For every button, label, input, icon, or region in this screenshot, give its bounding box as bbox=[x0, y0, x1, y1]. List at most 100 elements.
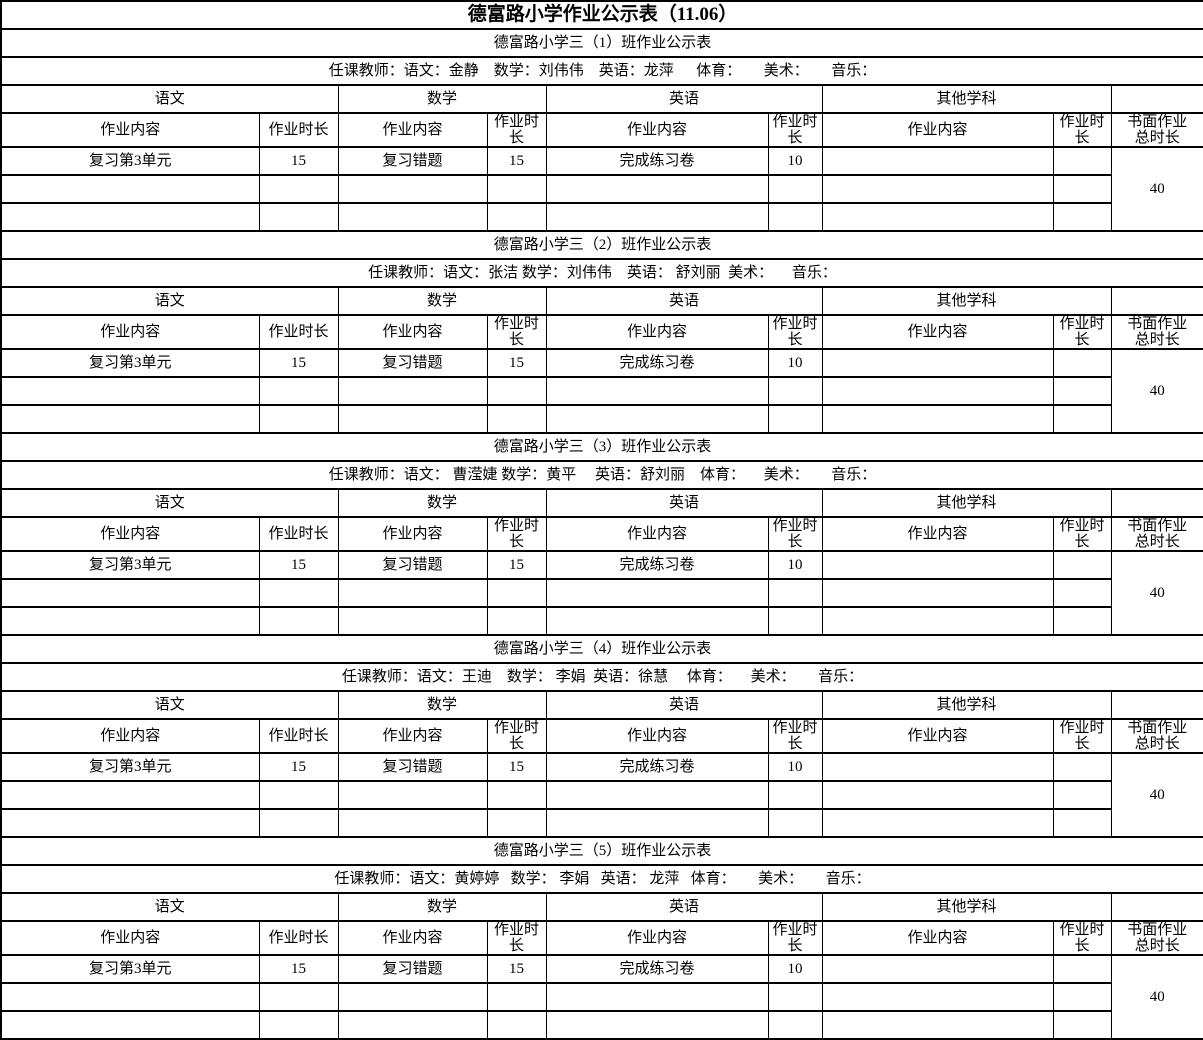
math-content-cell: 复习错题 bbox=[337, 348, 488, 378]
class-section: 德富路小学三（1）班作业公示表 任课教师：语文：金静 数学：刘伟伟 英语：龙萍 … bbox=[0, 28, 1203, 232]
section-title-row: 德富路小学三（2）班作业公示表 bbox=[0, 230, 1203, 260]
subject-header-math: 数学 bbox=[337, 84, 547, 114]
english-duration-cell: 10 bbox=[767, 146, 823, 176]
other-duration-cell bbox=[1052, 954, 1112, 984]
subject-header-chinese: 语文 bbox=[0, 488, 339, 518]
math-duration-cell bbox=[486, 202, 547, 232]
subject-header-english: 英语 bbox=[545, 892, 823, 922]
english-duration-cell bbox=[767, 578, 823, 608]
section-title: 德富路小学三（3）班作业公示表 bbox=[0, 432, 1203, 462]
subject-header-row: 语文 数学 英语 其他学科 bbox=[0, 690, 1203, 720]
english-duration-cell bbox=[767, 808, 823, 838]
other-content-cell bbox=[821, 954, 1054, 984]
column-header-row: 作业内容 作业时长 作业内容 作业时长 作业内容 作业时长 作业内容 作业时长 … bbox=[0, 516, 1203, 552]
math-content-cell bbox=[337, 578, 488, 608]
other-content-cell bbox=[821, 808, 1054, 838]
chinese-duration-cell: 15 bbox=[258, 348, 339, 378]
chinese-duration-cell bbox=[258, 202, 339, 232]
english-content-cell bbox=[545, 780, 769, 810]
subject-header-math: 数学 bbox=[337, 690, 547, 720]
col-header-chinese-duration: 作业时长 bbox=[258, 516, 339, 552]
math-duration-cell bbox=[486, 808, 547, 838]
chinese-content-cell bbox=[0, 174, 260, 204]
other-duration-cell bbox=[1052, 174, 1112, 204]
subject-header-english: 英语 bbox=[545, 690, 823, 720]
math-content-cell bbox=[337, 606, 488, 636]
subject-header-chinese: 语文 bbox=[0, 286, 339, 316]
total-duration-cell: 40 bbox=[1110, 550, 1203, 636]
other-duration-cell bbox=[1052, 606, 1112, 636]
math-duration-cell: 15 bbox=[486, 752, 547, 782]
english-content-cell bbox=[545, 376, 769, 406]
section-teachers-row: 任课教师：语文：王迪 数学： 李娟 英语：徐慧 体育： 美术： 音乐： bbox=[0, 662, 1203, 692]
other-content-cell bbox=[821, 752, 1054, 782]
col-header-chinese-duration: 作业时长 bbox=[258, 314, 339, 350]
other-content-cell bbox=[821, 348, 1054, 378]
chinese-duration-cell bbox=[258, 376, 339, 406]
other-content-cell bbox=[821, 146, 1054, 176]
homework-row bbox=[0, 808, 1203, 838]
subject-header-spacer bbox=[1110, 286, 1203, 316]
chinese-duration-cell bbox=[258, 578, 339, 608]
homework-row bbox=[0, 780, 1203, 810]
homework-row: 复习第3单元 15 复习错题 15 完成练习卷 10 40 bbox=[0, 146, 1203, 232]
col-header-english-duration: 作业时长 bbox=[767, 920, 823, 956]
english-content-cell bbox=[545, 174, 769, 204]
chinese-content-cell bbox=[0, 606, 260, 636]
subject-header-spacer bbox=[1110, 892, 1203, 922]
chinese-duration-cell bbox=[258, 780, 339, 810]
chinese-content-cell: 复习第3单元 bbox=[0, 146, 260, 176]
english-content-cell bbox=[545, 982, 769, 1012]
chinese-content-cell bbox=[0, 780, 260, 810]
subject-header-row: 语文 数学 英语 其他学科 bbox=[0, 488, 1203, 518]
english-duration-cell: 10 bbox=[767, 550, 823, 580]
other-content-cell bbox=[821, 982, 1054, 1012]
other-duration-cell bbox=[1052, 376, 1112, 406]
math-content-cell bbox=[337, 202, 488, 232]
chinese-duration-cell bbox=[258, 606, 339, 636]
chinese-duration-cell bbox=[258, 982, 339, 1012]
col-header-math-duration: 作业时长 bbox=[486, 920, 547, 956]
homework-row: 复习第3单元 15 复习错题 15 完成练习卷 10 40 bbox=[0, 348, 1203, 434]
col-header-other-duration: 作业时长 bbox=[1052, 112, 1112, 148]
homework-row bbox=[0, 606, 1203, 636]
english-content-cell: 完成练习卷 bbox=[545, 752, 769, 782]
subject-header-chinese: 语文 bbox=[0, 892, 339, 922]
total-duration-cell: 40 bbox=[1110, 752, 1203, 838]
class-section: 德富路小学三（4）班作业公示表 任课教师：语文：王迪 数学： 李娟 英语：徐慧 … bbox=[0, 634, 1203, 838]
math-duration-cell bbox=[486, 606, 547, 636]
other-content-cell bbox=[821, 202, 1054, 232]
subject-header-other: 其他学科 bbox=[821, 84, 1112, 114]
english-content-cell: 完成练习卷 bbox=[545, 146, 769, 176]
other-content-cell bbox=[821, 780, 1054, 810]
subject-header-spacer bbox=[1110, 690, 1203, 720]
math-content-cell: 复习错题 bbox=[337, 146, 488, 176]
math-content-cell bbox=[337, 780, 488, 810]
math-content-cell bbox=[337, 174, 488, 204]
chinese-content-cell bbox=[0, 376, 260, 406]
english-duration-cell bbox=[767, 606, 823, 636]
chinese-content-cell: 复习第3单元 bbox=[0, 550, 260, 580]
math-content-cell bbox=[337, 376, 488, 406]
col-header-math-content: 作业内容 bbox=[337, 112, 488, 148]
math-duration-cell bbox=[486, 376, 547, 406]
chinese-content-cell bbox=[0, 404, 260, 434]
english-content-cell bbox=[545, 202, 769, 232]
total-duration-cell: 40 bbox=[1110, 954, 1203, 1040]
col-header-english-content: 作业内容 bbox=[545, 314, 769, 350]
col-header-other-duration: 作业时长 bbox=[1052, 718, 1112, 754]
page-title: 德富路小学作业公示表（11.06） bbox=[0, 0, 1203, 30]
column-header-row: 作业内容 作业时长 作业内容 作业时长 作业内容 作业时长 作业内容 作业时长 … bbox=[0, 718, 1203, 754]
col-header-other-content: 作业内容 bbox=[821, 314, 1054, 350]
subject-header-row: 语文 数学 英语 其他学科 bbox=[0, 892, 1203, 922]
section-title: 德富路小学三（1）班作业公示表 bbox=[0, 28, 1203, 58]
math-content-cell bbox=[337, 404, 488, 434]
homework-row: 复习第3单元 15 复习错题 15 完成练习卷 10 40 bbox=[0, 550, 1203, 636]
col-header-english-content: 作业内容 bbox=[545, 920, 769, 956]
col-header-chinese-content: 作业内容 bbox=[0, 314, 260, 350]
col-header-math-content: 作业内容 bbox=[337, 718, 488, 754]
chinese-content-cell: 复习第3单元 bbox=[0, 348, 260, 378]
col-header-other-content: 作业内容 bbox=[821, 112, 1054, 148]
homework-row: 复习第3单元 15 复习错题 15 完成练习卷 10 40 bbox=[0, 954, 1203, 1040]
section-title-row: 德富路小学三（3）班作业公示表 bbox=[0, 432, 1203, 462]
